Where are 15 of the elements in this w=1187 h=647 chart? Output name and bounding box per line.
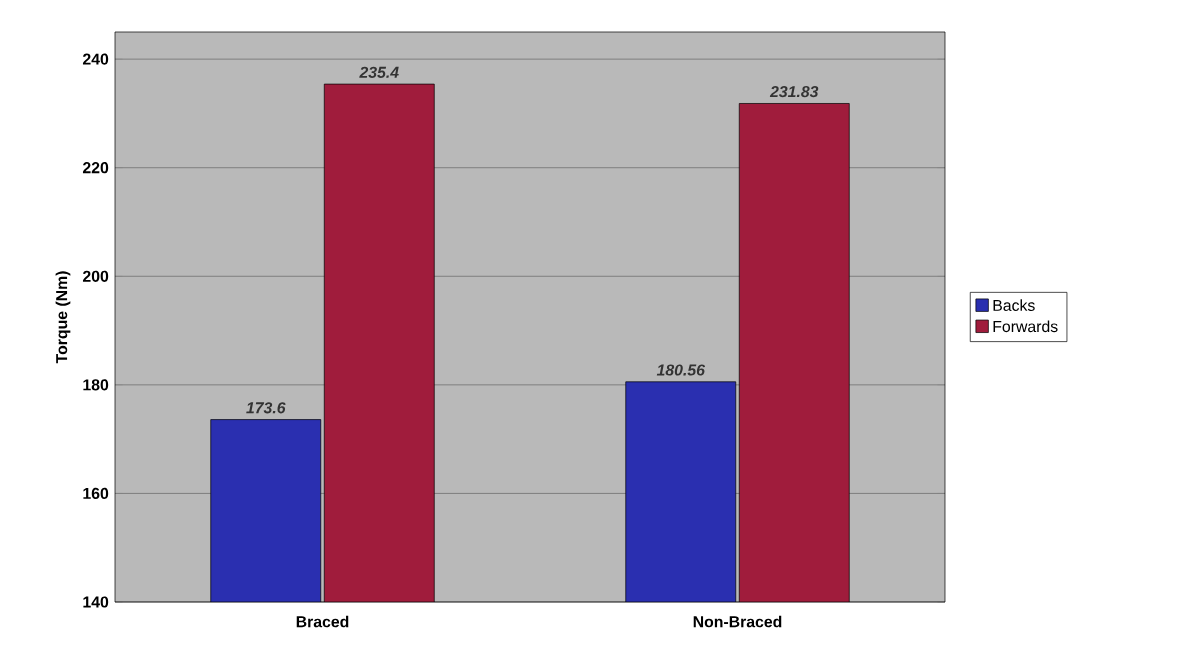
y-tick-label: 160	[83, 487, 109, 500]
y-axis-title: Torque (Nm)	[55, 271, 71, 364]
y-tick-label: 180	[83, 379, 109, 391]
data-label: 173.6	[246, 402, 286, 414]
x-tick-label: Non-Braced	[693, 615, 782, 628]
data-label: 231.83	[769, 86, 819, 98]
legend-label: Forwards	[993, 320, 1058, 333]
y-tick-label: 220	[82, 162, 109, 174]
legend-label: Backs	[993, 299, 1035, 311]
y-tick-label: 240	[82, 53, 109, 65]
x-tick-label: Braced	[296, 615, 349, 628]
y-tick-label: 200	[82, 270, 109, 282]
data-label: 235.4	[359, 66, 399, 78]
y-tick-label: 140	[83, 596, 109, 608]
data-label: 180.56	[656, 364, 706, 376]
